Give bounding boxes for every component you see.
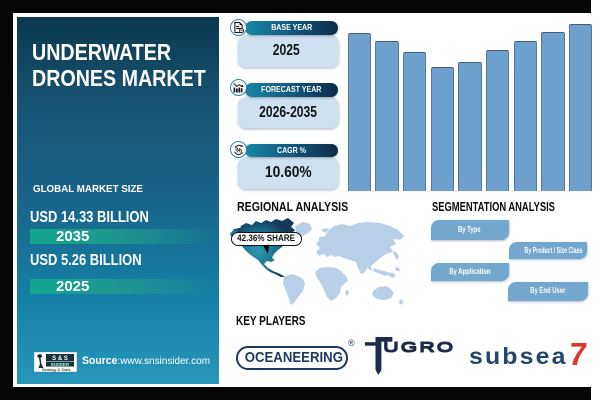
svg-text:S & S: S & S xyxy=(52,356,68,362)
svg-text:INSIDER: INSIDER xyxy=(51,362,70,367)
svg-text:Strategy & Stats: Strategy & Stats xyxy=(42,367,71,372)
svg-text:%: % xyxy=(235,145,242,154)
